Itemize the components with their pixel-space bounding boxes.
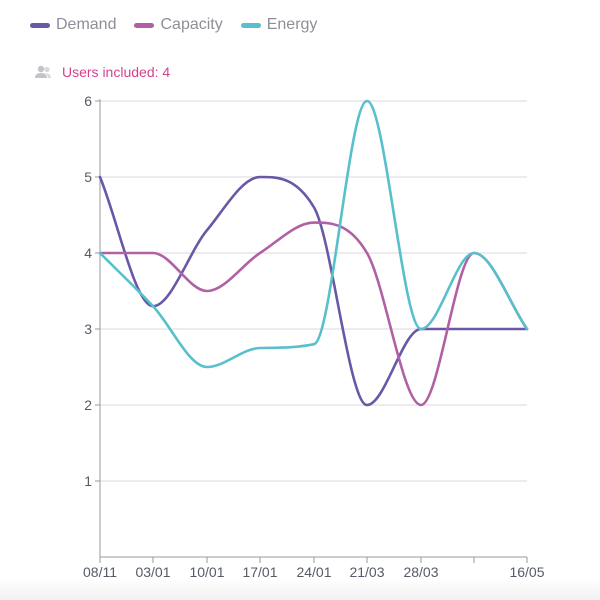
- y-tick-label: 1: [84, 473, 92, 489]
- y-tick-label: 6: [84, 93, 92, 109]
- legend-item-demand[interactable]: Demand: [30, 16, 116, 34]
- x-tick-label: 16/05: [509, 564, 544, 580]
- users-icon: [35, 65, 51, 78]
- series-line-capacity[interactable]: [98, 221, 529, 407]
- legend-item-energy[interactable]: Energy: [240, 16, 318, 34]
- y-tick-label: 4: [84, 245, 92, 261]
- x-tick-label: 24/01: [296, 564, 331, 580]
- chart-grid: [100, 100, 527, 482]
- x-tick-label: 28/03: [403, 564, 438, 580]
- legend-label-capacity: Capacity: [160, 16, 223, 33]
- users-included-label: Users included: 4: [62, 64, 171, 80]
- legend-label-energy: Energy: [266, 16, 318, 33]
- legend-item-capacity[interactable]: Capacity: [134, 16, 223, 34]
- series-line-demand[interactable]: [98, 175, 529, 407]
- x-tick-label: 10/01: [189, 564, 224, 580]
- y-tick-label: 2: [84, 397, 92, 413]
- users-included: Users included: 4: [34, 64, 170, 80]
- x-tick-label: 08/11: [83, 564, 117, 580]
- x-tick-label: 03/01: [135, 564, 170, 580]
- bottom-fade: [0, 578, 600, 600]
- series-line-energy[interactable]: [98, 99, 529, 369]
- chart-series: [98, 99, 529, 407]
- chart-labels: 1 2 3 4 5 6 08/11 03/01 10/01 17/01 24/01 21/03 28/0…: [83, 93, 545, 580]
- y-tick-label: 3: [84, 321, 92, 337]
- chart-axes: [95, 99, 528, 563]
- legend-swatch-demand: [30, 22, 50, 28]
- y-tick-label: 5: [84, 169, 92, 185]
- chart-legend: Demand Capacity Energy: [30, 16, 317, 34]
- legend-swatch-energy: [240, 22, 261, 28]
- x-tick-label: 21/03: [349, 564, 384, 580]
- x-tick-label: 17/01: [242, 564, 277, 580]
- legend-label-demand: Demand: [56, 16, 117, 33]
- legend-swatch-capacity: [134, 22, 155, 28]
